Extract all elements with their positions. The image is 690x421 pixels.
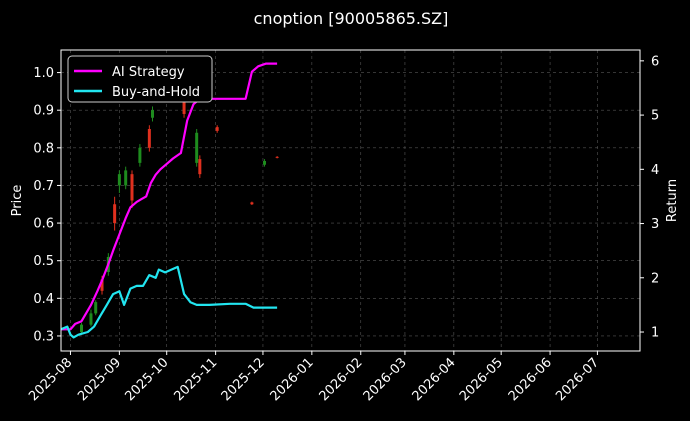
candlesticks (80, 95, 279, 335)
legend-box (67, 55, 213, 103)
candle-body (275, 156, 279, 158)
y-tick-label: 0.6 (33, 217, 54, 232)
y-tick-label: 0.7 (33, 179, 54, 194)
y-tick-label: 1.0 (33, 66, 54, 81)
series-line-ai-strategy (61, 62, 278, 331)
candle-body (100, 279, 104, 291)
y2-tick-label: 5 (651, 109, 659, 124)
candle-body (263, 160, 267, 165)
candle-body (89, 313, 93, 325)
y2-axis-label: Return (665, 179, 680, 222)
candle-body (147, 129, 151, 148)
candle-body (215, 127, 219, 131)
y2-tick-label: 4 (651, 163, 659, 178)
y2-tick-label: 3 (651, 217, 659, 232)
candle-body (182, 98, 186, 114)
candle-body (195, 132, 199, 163)
grid (61, 50, 640, 351)
y2-tick-label: 2 (651, 271, 659, 286)
legend-label-ai-strategy: AI Strategy (112, 65, 185, 80)
y-tick-label: 0.9 (33, 104, 54, 119)
chart-title: cnoption [90005865.SZ] (254, 9, 449, 28)
candle-body (138, 147, 142, 163)
y-tick-label: 0.8 (33, 141, 54, 156)
candle-body (113, 204, 117, 224)
y-tick-label: 0.4 (33, 292, 54, 307)
y2-tick-label: 1 (651, 326, 659, 341)
candle-body (151, 110, 155, 118)
return-series (60, 62, 278, 339)
candle-body (198, 159, 202, 175)
y-tick-label: 0.5 (33, 254, 54, 269)
legend-label-buy-and-hold: Buy-and-Hold (112, 85, 200, 100)
candle-body (94, 302, 98, 314)
candle-body (250, 202, 254, 205)
candle-body (124, 170, 128, 186)
legend: AI Strategy Buy-and-Hold (67, 55, 213, 103)
y2-tick-label: 6 (651, 54, 659, 69)
candle-body (130, 174, 134, 201)
y-tick-label: 0.3 (33, 329, 54, 344)
candle-body (80, 324, 84, 333)
series-line-buy-and-hold (60, 265, 278, 339)
plot-frame (60, 49, 641, 352)
candle-body (117, 174, 121, 186)
y-axis-label: Price (10, 185, 25, 217)
